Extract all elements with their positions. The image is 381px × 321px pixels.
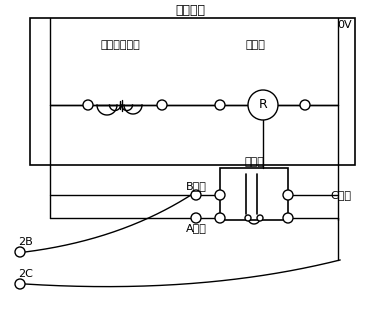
Circle shape — [248, 90, 278, 120]
Bar — [220, 168, 288, 220]
Text: 异常灯: 异常灯 — [245, 40, 265, 50]
Text: B接点: B接点 — [186, 181, 207, 191]
Circle shape — [15, 279, 25, 289]
Text: 2C: 2C — [18, 269, 33, 279]
Circle shape — [257, 215, 263, 221]
Circle shape — [300, 100, 310, 110]
Circle shape — [215, 213, 225, 223]
Bar — [30, 18, 355, 165]
Text: R: R — [259, 99, 267, 111]
Text: 0V: 0V — [338, 20, 352, 30]
Text: 冲床急停按鈕: 冲床急停按鈕 — [100, 40, 140, 50]
Text: A接点: A接点 — [186, 223, 207, 233]
Circle shape — [83, 100, 93, 110]
Text: 冲床回路: 冲床回路 — [175, 4, 205, 16]
Circle shape — [191, 190, 201, 200]
Circle shape — [15, 247, 25, 257]
Circle shape — [215, 190, 225, 200]
Text: 2B: 2B — [18, 237, 33, 247]
Circle shape — [215, 100, 225, 110]
Circle shape — [245, 215, 251, 221]
Circle shape — [283, 190, 293, 200]
Circle shape — [283, 213, 293, 223]
Text: C接点: C接点 — [330, 190, 351, 200]
Circle shape — [191, 213, 201, 223]
Text: 继电器: 继电器 — [244, 157, 264, 167]
Circle shape — [157, 100, 167, 110]
